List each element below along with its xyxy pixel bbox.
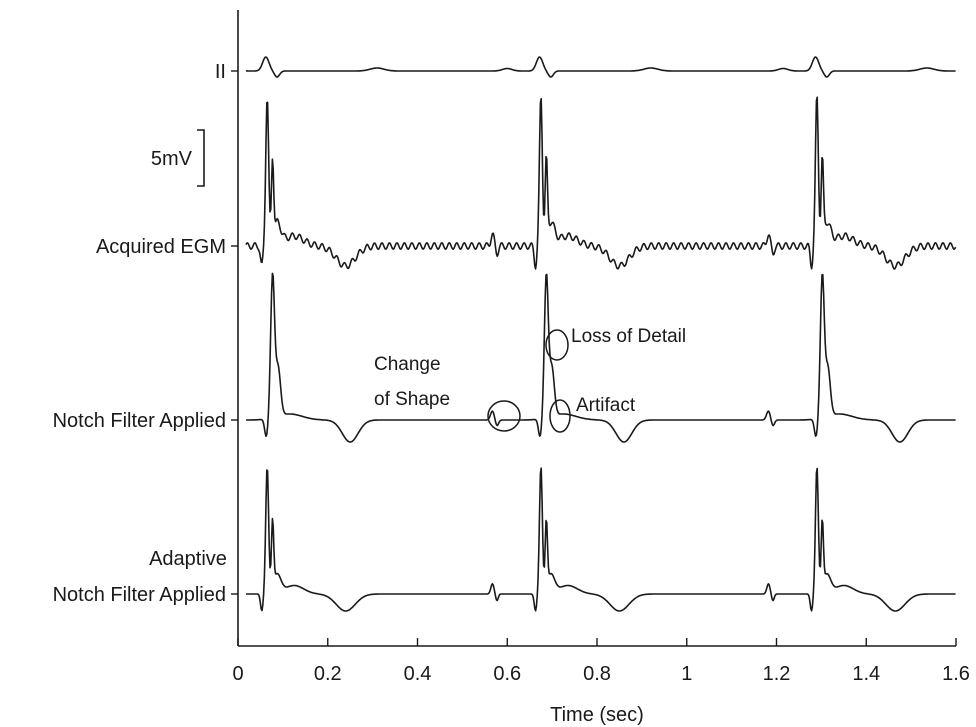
trace-ii xyxy=(246,56,956,78)
trace-notch-filter xyxy=(246,272,956,443)
series-label-ii: II xyxy=(215,61,226,83)
x-tick-label-4: 0.8 xyxy=(583,663,611,685)
annotation-change-of-shape-line2: of Shape xyxy=(374,389,450,410)
series-label-adaptive-line2: Notch Filter Applied xyxy=(53,584,226,606)
x-axis-tick-labels: 0 0.2 0.4 0.6 0.8 1 1.2 1.4 1.6 xyxy=(232,663,969,685)
x-tick-label-2: 0.4 xyxy=(404,663,432,685)
annotation-circle-loss-of-detail xyxy=(545,329,569,361)
x-axis-ticks xyxy=(237,638,957,646)
trace-acquired-egm xyxy=(245,96,957,270)
annotation-circle-artifact xyxy=(549,399,571,433)
x-tick-label-8: 1.6 xyxy=(942,663,970,685)
annotation-circle-change-of-shape xyxy=(487,400,521,432)
annotation-loss-of-detail: Loss of Detail xyxy=(571,326,686,347)
annotation-change-of-shape-line1: Change xyxy=(374,354,441,375)
x-tick-label-0: 0 xyxy=(232,663,243,685)
series-label-adaptive-line1: Adaptive xyxy=(149,548,227,570)
series-label-acquired-egm: Acquired EGM xyxy=(96,236,226,258)
scale-bar-label: 5mV xyxy=(151,148,193,170)
trace-adaptive-notch-filter xyxy=(246,467,956,612)
annotation-artifact: Artifact xyxy=(576,395,636,416)
x-axis-label: Time (sec) xyxy=(550,704,644,726)
scale-bar xyxy=(197,129,205,187)
series-label-notch: Notch Filter Applied xyxy=(53,410,226,432)
x-tick-label-3: 0.6 xyxy=(493,663,521,685)
x-tick-label-1: 0.2 xyxy=(314,663,342,685)
x-tick-label-5: 1 xyxy=(681,663,692,685)
x-tick-label-7: 1.4 xyxy=(852,663,880,685)
x-tick-label-6: 1.2 xyxy=(763,663,791,685)
